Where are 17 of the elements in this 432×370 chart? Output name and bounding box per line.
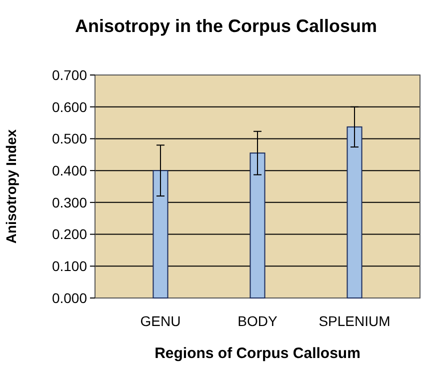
y-axis-title: Anisotropy Index: [3, 129, 19, 244]
bar: [346, 126, 362, 298]
y-tick-label: 0.200: [52, 226, 88, 242]
y-tick-label: 0.300: [52, 194, 88, 210]
chart-title: Anisotropy in the Corpus Callosum: [74, 16, 378, 36]
x-tick-label: GENU: [140, 313, 181, 329]
x-axis-title: Regions of Corpus Callosum: [154, 345, 360, 362]
bar: [152, 170, 168, 298]
y-tick-label: 0.100: [52, 258, 88, 274]
y-tick-label: 0.000: [52, 290, 88, 306]
y-tick-label: 0.700: [52, 66, 88, 83]
y-tick-label: 0.500: [52, 130, 88, 147]
x-tick-label: SPLENIUM: [318, 313, 390, 329]
bar: [250, 152, 266, 298]
y-tick-label: 0.600: [52, 98, 88, 115]
x-tick-label: BODY: [238, 313, 278, 329]
y-tick-label: 0.400: [52, 162, 88, 178]
